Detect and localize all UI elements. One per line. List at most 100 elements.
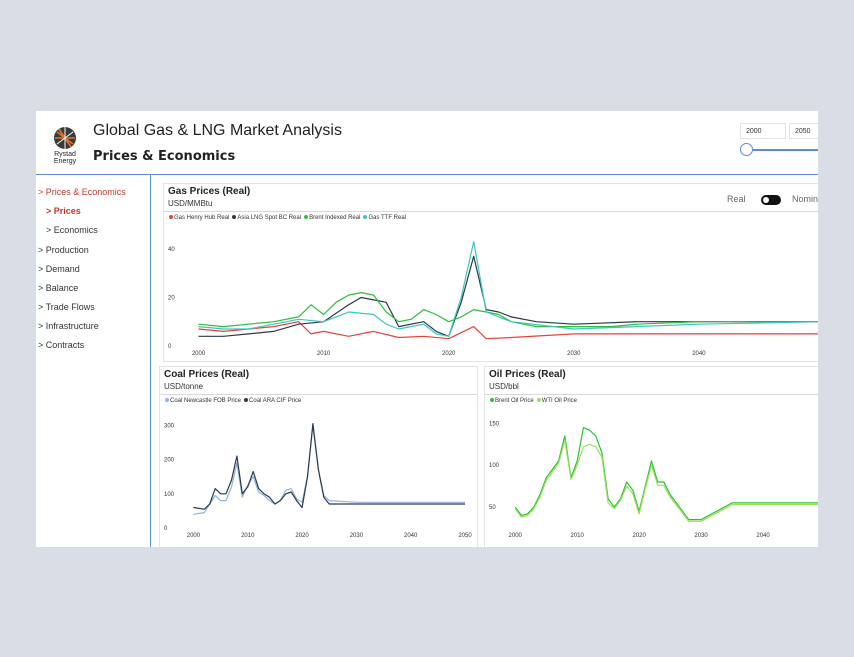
oil-y-tick-label: 50 xyxy=(489,505,496,511)
coal-series-line xyxy=(193,422,465,510)
oil-chart-legend: Brent Oil Price WTI Oil Price xyxy=(490,398,580,404)
legend-label: Coal Newcastle FOB Price xyxy=(170,398,242,404)
toggle-knob xyxy=(763,197,769,203)
coal-chart-divider xyxy=(160,394,477,395)
oil-series-line xyxy=(514,439,818,522)
legend-dot-icon xyxy=(536,398,541,403)
year-range-slider-handle[interactable] xyxy=(740,143,753,156)
gas-chart-title: Gas Prices (Real) xyxy=(168,186,251,197)
toggle-label-real: Real xyxy=(727,194,746,204)
sidebar-divider xyxy=(150,175,151,547)
coal-y-tick-label: 0 xyxy=(164,526,168,532)
logo-text: Rystad xyxy=(54,151,76,158)
sidebar-item-infrastructure[interactable]: > Infrastructure xyxy=(38,321,99,331)
app-title: Global Gas & LNG Market Analysis xyxy=(93,122,342,139)
sidebar-item-prices-economics[interactable]: > Prices & Economics xyxy=(38,187,126,197)
coal-x-tick-label: 2030 xyxy=(350,533,364,539)
legend-label: Gas TTF Real xyxy=(368,215,407,221)
oil-y-tick-label: 100 xyxy=(489,463,500,469)
gas-chart-legend: Gas Henry Hub Real Asia LNG Spot BC Real B… xyxy=(169,215,409,221)
dashboard-frame: Rystad Energy Global Gas & LNG Market An… xyxy=(36,111,818,547)
sidebar-item-trade-flows[interactable]: > Trade Flows xyxy=(38,302,95,312)
gas-x-tick-label: 2040 xyxy=(692,351,706,357)
legend-item[interactable]: Brent Oil Price xyxy=(490,398,534,404)
toggle-label-nominal: Nominal xyxy=(792,194,818,204)
year-end-input[interactable]: 2050 xyxy=(789,123,818,139)
oil-chart-title: Oil Prices (Real) xyxy=(489,369,566,380)
gas-prices-card: Gas Prices (Real) USD/MMBtu Real Nominal… xyxy=(164,184,818,361)
coal-x-tick-label: 2020 xyxy=(295,533,309,539)
legend-item[interactable]: Brent Indexed Real xyxy=(304,215,360,221)
legend-dot-icon xyxy=(169,215,173,220)
coal-chart-unit: USD/tonne xyxy=(164,382,204,391)
coal-x-tick-label: 2010 xyxy=(241,533,255,539)
legend-label: Brent Oil Price xyxy=(495,398,534,404)
oil-series-line xyxy=(514,426,818,521)
legend-item[interactable]: WTI Oil Price xyxy=(536,398,578,404)
gas-series-line xyxy=(198,255,818,337)
gas-series-line xyxy=(198,241,818,337)
logo-text: Energy xyxy=(53,158,77,165)
legend-item[interactable]: Gas Henry Hub Real xyxy=(169,215,229,221)
coal-x-tick-label: 2040 xyxy=(404,533,418,539)
oil-x-tick-label: 2030 xyxy=(694,533,708,539)
gas-y-tick-label: 0 xyxy=(168,344,172,350)
coal-y-tick-label: 100 xyxy=(164,492,175,498)
globe-logo-icon xyxy=(54,127,76,149)
sidebar-item-economics[interactable]: > Economics xyxy=(46,225,98,235)
legend-dot-icon xyxy=(165,398,169,403)
year-range-slider-track[interactable] xyxy=(746,149,818,151)
legend-dot-icon xyxy=(304,215,309,220)
legend-label: Asia LNG Spot BC Real xyxy=(237,215,302,221)
gas-x-tick-label: 2030 xyxy=(567,351,581,357)
legend-dot-icon xyxy=(490,398,494,403)
legend-dot-icon xyxy=(232,215,237,220)
oil-price-chart: 50 100 150 2000 2010 2020 2030 2040 xyxy=(489,421,818,539)
coal-prices-card: Coal Prices (Real) USD/tonne Coal Newcas… xyxy=(160,367,477,547)
sidebar-nav: > Prices & Economics > Prices > Economic… xyxy=(36,175,150,547)
sidebar-item-demand[interactable]: > Demand xyxy=(38,264,80,274)
gas-y-tick-label: 20 xyxy=(168,295,175,301)
legend-label: Gas Henry Hub Real xyxy=(174,215,230,221)
legend-label: Brent Indexed Real xyxy=(309,215,361,221)
oil-x-tick-label: 2020 xyxy=(632,533,646,539)
coal-chart-legend: Coal Newcastle FOB Price Coal ARA CIF Pri… xyxy=(165,398,304,404)
oil-x-tick-label: 2040 xyxy=(756,533,770,539)
legend-dot-icon xyxy=(363,215,368,220)
oil-prices-card: Oil Prices (Real) USD/bbl Brent Oil Pric… xyxy=(485,367,818,547)
oil-y-tick-label: 150 xyxy=(489,421,500,427)
coal-price-chart: 0 100 200 300 2000 2010 2020 2030 2040 2050 xyxy=(164,422,472,539)
coal-x-tick-label: 2000 xyxy=(187,533,201,539)
legend-item[interactable]: Gas TTF Real xyxy=(363,215,406,221)
real-nominal-toggle[interactable] xyxy=(761,195,781,205)
sidebar-item-prices[interactable]: > Prices xyxy=(46,206,81,216)
coal-y-tick-label: 200 xyxy=(164,458,175,464)
oil-x-tick-label: 2000 xyxy=(509,533,523,539)
company-logo: Rystad Energy xyxy=(50,125,80,185)
year-start-input[interactable]: 2000 xyxy=(740,123,786,139)
page-title: Prices & Economics xyxy=(93,149,236,164)
coal-y-tick-label: 300 xyxy=(164,423,175,429)
sidebar-item-balance[interactable]: > Balance xyxy=(38,283,79,293)
header-divider xyxy=(36,174,818,175)
gas-x-tick-label: 2020 xyxy=(442,351,456,357)
oil-x-tick-label: 2010 xyxy=(570,533,584,539)
sidebar-item-contracts[interactable]: > Contracts xyxy=(38,340,85,350)
legend-item[interactable]: Coal ARA CIF Price xyxy=(244,398,301,404)
legend-dot-icon xyxy=(244,398,249,403)
coal-chart-title: Coal Prices (Real) xyxy=(164,369,250,380)
gas-series-line xyxy=(198,321,818,340)
gas-y-tick-label: 40 xyxy=(168,247,175,253)
gas-series-line xyxy=(198,291,818,328)
oil-chart-unit: USD/bbl xyxy=(489,382,519,391)
gas-x-tick-label: 2010 xyxy=(317,351,331,357)
oil-chart-divider xyxy=(485,394,818,395)
legend-item[interactable]: Asia LNG Spot BC Real xyxy=(232,215,301,221)
gas-chart-unit: USD/MMBtu xyxy=(168,199,213,208)
sidebar-item-production[interactable]: > Production xyxy=(38,245,89,255)
gas-chart-divider xyxy=(164,211,818,212)
legend-label: WTI Oil Price xyxy=(541,398,578,404)
legend-item[interactable]: Coal Newcastle FOB Price xyxy=(165,398,241,404)
legend-label: Coal ARA CIF Price xyxy=(249,398,302,404)
